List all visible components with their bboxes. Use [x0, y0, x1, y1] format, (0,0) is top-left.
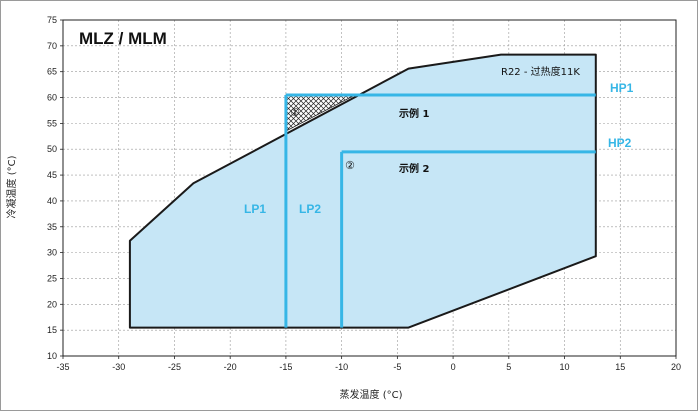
envelope-area-layer	[128, 53, 597, 329]
x-tick-label: 15	[615, 362, 625, 372]
y-tick-label: 10	[47, 351, 57, 361]
y-tick-label: 50	[47, 144, 57, 154]
lp1-label: LP1	[244, 202, 266, 216]
y-tick-label: 15	[47, 325, 57, 335]
x-axis-label: 蒸发温度 (°C)	[340, 388, 403, 401]
envelope-area	[128, 53, 597, 329]
y-tick-label: 55	[47, 118, 57, 128]
y-tick-label: 20	[47, 299, 57, 309]
y-tick-label: 30	[47, 248, 57, 258]
example-1-label: 示例 1	[399, 107, 429, 120]
y-axis-label: 冷凝温度 (°C)	[5, 155, 18, 218]
y-tick-label: 25	[47, 273, 57, 283]
x-tick-label: -15	[279, 362, 292, 372]
x-tick-label: -20	[224, 362, 237, 372]
y-tick-label: 75	[47, 15, 57, 25]
example-1-marker: ①	[290, 106, 300, 119]
x-tick-label: -30	[112, 362, 125, 372]
x-tick-label: 20	[671, 362, 681, 372]
envelope-label: R22 - 过热度11K	[501, 65, 580, 78]
x-tick-label: -25	[168, 362, 181, 372]
x-tick-label: -5	[393, 362, 401, 372]
y-tick-label: 60	[47, 93, 57, 103]
y-tick-label: 45	[47, 170, 57, 180]
example-2-label: 示例 2	[399, 162, 429, 175]
example-2-marker: ②	[345, 159, 355, 172]
hp1-label: HP1	[610, 81, 634, 95]
y-tick-label: 40	[47, 196, 57, 206]
plot-border-layer	[62, 19, 677, 357]
example-lines-layer	[284, 93, 596, 328]
x-tick-label: -35	[56, 362, 69, 372]
lp2-label: LP2	[299, 202, 321, 216]
y-tick-label: 65	[47, 67, 57, 77]
x-tick-label: -10	[335, 362, 348, 372]
chart-title: MLZ / MLM	[79, 29, 167, 48]
x-tick-label: 0	[451, 362, 456, 372]
tick-labels: -35 -30 -25 -20 -15 -10 -5 0 5 10 15 20 10 15 20 25 30 35…	[47, 15, 681, 372]
y-tick-label: 35	[47, 222, 57, 232]
y-tick-label: 70	[47, 41, 57, 51]
x-tick-label: 10	[560, 362, 570, 372]
plot-border	[62, 19, 677, 357]
hp2-label: HP2	[608, 136, 632, 150]
x-tick-label: 5	[506, 362, 511, 372]
